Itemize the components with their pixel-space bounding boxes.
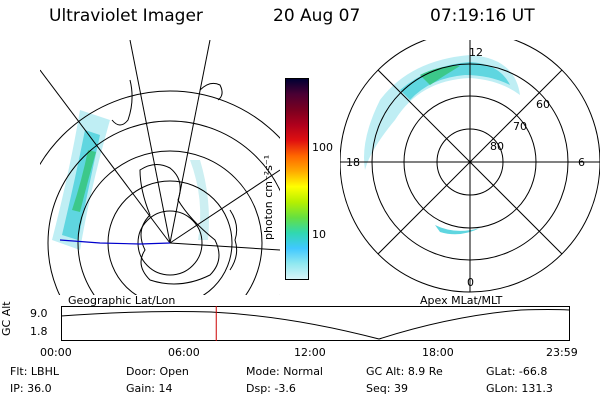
- lat-label-80: 80: [490, 140, 504, 153]
- door-label: Door: Open: [126, 365, 189, 378]
- colorbar-tick-100: 100: [312, 141, 333, 154]
- aurora-emission: [52, 110, 209, 250]
- geographic-map: [40, 40, 280, 295]
- seq-value: 39: [393, 382, 408, 395]
- instrument-title: Ultraviolet Imager: [49, 6, 203, 26]
- timeline-ylabel: GC Alt: [0, 301, 13, 336]
- timeline-xtick-0: 00:00: [40, 346, 72, 359]
- mlt-label-0: 0: [467, 276, 474, 289]
- colorbar: [285, 78, 309, 280]
- lat-label-70: 70: [513, 120, 527, 133]
- lat-label-60: 60: [536, 98, 550, 111]
- mlt-label-6: 6: [578, 156, 585, 169]
- gain-value: 14: [158, 382, 173, 395]
- glat-label: GLat: -66.8: [486, 365, 548, 378]
- dsp-label: Dsp: -3.6: [246, 382, 296, 395]
- timeline-ytick-1.8: 1.8: [30, 325, 48, 338]
- gcalt-value: 8.9 Re: [407, 365, 443, 378]
- mlt-label-12: 12: [469, 46, 483, 59]
- door-value: Open: [159, 365, 189, 378]
- right-map-caption: Apex MLat/MLT: [420, 294, 503, 307]
- mode-value: Normal: [283, 365, 323, 378]
- date-label: 20 Aug 07: [273, 6, 361, 26]
- aurora-emission-mag: [364, 55, 520, 235]
- colorbar-unit-label: photon cm⁻²s⁻¹: [262, 154, 275, 240]
- mlt-label-18: 18: [346, 156, 360, 169]
- mode-label: Mode: Normal: [246, 365, 323, 378]
- filter-label: Flt: LBHL: [10, 365, 59, 378]
- timeline-xtick-2: 12:00: [294, 346, 326, 359]
- colorbar-tick-10: 10: [312, 228, 326, 241]
- left-map-caption: Geographic Lat/Lon: [68, 294, 176, 307]
- timeline-ytick-9: 9.0: [30, 307, 48, 320]
- glon-value: 131.3: [521, 382, 553, 395]
- gain-label: Gain: 14: [126, 382, 173, 395]
- apex-map: [340, 40, 600, 293]
- timeline-xtick-3: 18:00: [422, 346, 454, 359]
- glon-label: GLon: 131.3: [486, 382, 553, 395]
- altitude-timeline: [61, 306, 570, 341]
- glat-value: -66.8: [518, 365, 548, 378]
- seq-label: Seq: 39: [366, 382, 408, 395]
- ip-label: IP: 36.0: [10, 382, 52, 395]
- timeline-xtick-4: 23:59: [546, 346, 578, 359]
- gcalt-label: GC Alt: 8.9 Re: [366, 365, 443, 378]
- timeline-xtick-1: 06:00: [168, 346, 200, 359]
- time-label: 07:19:16 UT: [430, 6, 535, 26]
- track-line: [59, 239, 171, 245]
- filter-value: LBHL: [30, 365, 59, 378]
- ip-value: 36.0: [27, 382, 52, 395]
- dsp-value: -3.6: [274, 382, 296, 395]
